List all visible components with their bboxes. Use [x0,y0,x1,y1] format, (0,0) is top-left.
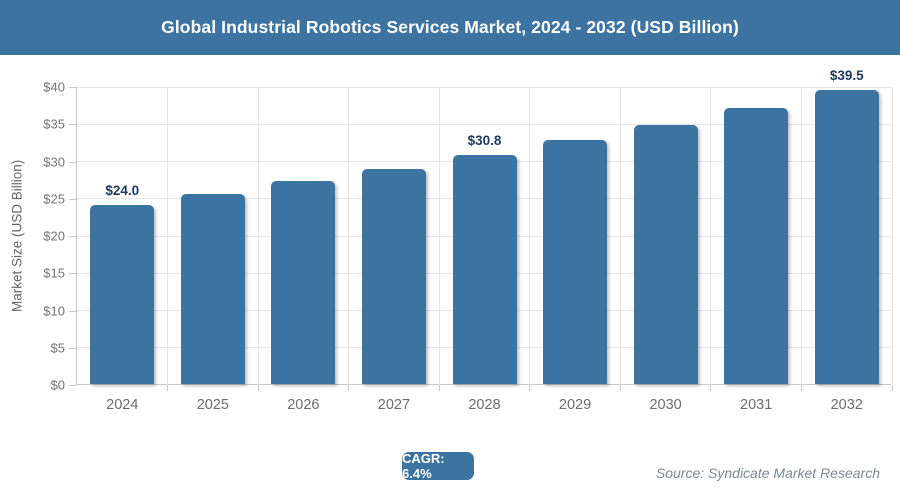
v-gridline [167,87,169,385]
y-tick-mark [69,310,76,312]
y-tick-label: $40 [43,79,65,95]
bar-value-label: $24.0 [105,183,140,199]
source-text: Source: Syndicate Market Research [655,465,880,481]
bar-2030 [633,124,698,384]
y-tick-label: $35 [43,116,65,132]
x-tick-mark [438,385,440,391]
bar-2024 [90,205,155,384]
x-axis-label: 2027 [377,397,411,413]
chart-footer: CAGR: 6.4% Source: Syndicate Market Rese… [0,420,900,500]
y-tick-mark [69,385,76,386]
x-tick-mark [891,385,893,391]
x-axis-label: 2030 [649,397,682,413]
x-tick-mark [167,385,169,391]
x-tick-mark [800,385,802,391]
bar-2028 [452,154,517,384]
plot-area: $0 $5 $10 $15 $20 $25 $30 $35 $40 $24.0 2024 2025 20… [43,68,893,413]
v-gridline [710,87,712,385]
y-tick-label: $30 [43,154,65,169]
chart-title-bar: Global Industrial Robotics Services Mark… [0,0,900,55]
v-gridline [891,87,893,385]
y-axis-title: Market Size (USD Billion) [9,159,25,313]
v-gridline [438,87,440,385]
y-tick-mark [69,273,76,275]
y-tick-mark [69,161,76,163]
bar-2025 [180,194,245,384]
x-tick-mark [529,385,531,391]
x-tick-mark [619,385,621,391]
chart-area: Market Size (USD Billion) $0 $5 $10 $15 $20 $… [0,55,900,420]
x-axis-label: 2029 [558,397,592,413]
x-tick-mark [257,385,259,391]
y-tick-label: $5 [50,340,65,356]
x-axis-label: 2032 [830,397,863,413]
h-gridline [77,123,891,125]
v-gridline [800,87,802,385]
bar-2026 [271,181,336,384]
bar-2031 [724,107,789,384]
bar-2032 [814,89,879,384]
y-tick-mark [69,124,76,126]
cagr-badge: CAGR: 6.4% [402,451,474,481]
chart-title: Global Industrial Robotics Services Mark… [161,17,739,37]
x-tick-mark [348,385,350,391]
x-tick-mark [710,385,712,391]
y-tick-label: $0 [50,377,65,393]
bar-value-label: $30.8 [467,132,502,148]
h-gridline [77,86,891,88]
y-tick-label: $20 [43,228,65,244]
v-gridline [257,87,259,385]
bar-value-label: $39.5 [829,67,864,83]
y-tick-label: $25 [43,191,65,207]
y-tick-mark [69,347,76,349]
x-axis-label: 2025 [196,397,229,413]
y-tick-mark [69,236,76,237]
v-gridline [619,87,621,385]
v-gridline [529,87,531,385]
x-axis-label: 2031 [740,397,773,413]
x-axis-label: 2028 [468,397,501,413]
v-gridline [348,87,350,385]
bar-2029 [543,140,608,384]
y-tick-mark [69,198,76,200]
y-tick-mark [69,87,76,88]
y-tick-label: $10 [43,303,65,318]
x-axis-label: 2026 [287,397,320,413]
x-axis-label: 2024 [106,397,139,413]
bar-2027 [361,168,426,384]
y-tick-label: $15 [43,265,65,281]
